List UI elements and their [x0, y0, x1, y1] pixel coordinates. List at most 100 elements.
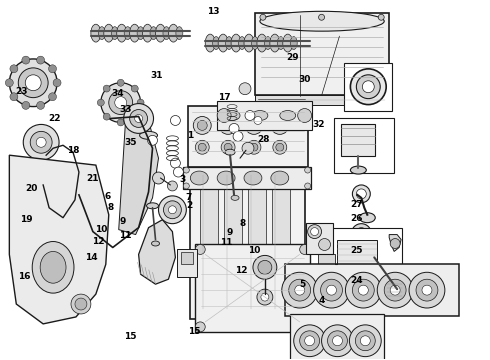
Bar [387, 282, 402, 304]
Text: 5: 5 [299, 280, 306, 289]
Circle shape [131, 113, 138, 120]
Circle shape [22, 102, 30, 109]
Text: 26: 26 [350, 214, 362, 223]
Text: 8: 8 [240, 219, 245, 228]
Text: 1: 1 [187, 131, 194, 140]
Circle shape [384, 279, 406, 301]
Circle shape [321, 325, 353, 357]
Ellipse shape [155, 24, 166, 42]
Text: 12: 12 [235, 266, 247, 275]
Circle shape [409, 272, 445, 308]
Circle shape [221, 140, 235, 154]
Circle shape [196, 322, 205, 332]
Circle shape [198, 143, 206, 151]
Text: 23: 23 [16, 87, 28, 96]
Circle shape [305, 167, 311, 173]
Circle shape [30, 131, 52, 153]
Circle shape [233, 131, 243, 141]
Text: 35: 35 [124, 138, 137, 147]
Ellipse shape [124, 27, 131, 40]
Text: 10: 10 [247, 246, 260, 255]
Circle shape [137, 99, 144, 106]
Text: 27: 27 [350, 200, 363, 209]
Circle shape [10, 65, 18, 73]
Circle shape [183, 183, 189, 189]
Circle shape [300, 244, 310, 255]
Text: 15: 15 [188, 327, 200, 336]
Circle shape [158, 196, 186, 224]
Text: 10: 10 [95, 225, 107, 234]
Text: 24: 24 [350, 276, 363, 285]
Circle shape [294, 285, 305, 295]
Text: 34: 34 [111, 89, 123, 98]
Ellipse shape [104, 24, 114, 42]
Text: 15: 15 [124, 332, 137, 341]
Circle shape [258, 260, 272, 274]
Ellipse shape [117, 24, 127, 42]
Circle shape [242, 142, 254, 154]
Text: 2: 2 [186, 201, 192, 210]
Ellipse shape [190, 171, 208, 185]
Bar [255, 95, 389, 105]
Circle shape [229, 123, 239, 133]
Bar [183, 167, 311, 189]
Circle shape [103, 85, 110, 92]
Circle shape [147, 135, 157, 145]
Circle shape [197, 121, 207, 130]
Circle shape [117, 119, 124, 126]
Text: 11: 11 [220, 238, 233, 247]
Ellipse shape [163, 27, 170, 40]
Circle shape [152, 172, 165, 184]
Ellipse shape [140, 131, 157, 139]
Text: 25: 25 [350, 246, 362, 255]
Circle shape [294, 325, 325, 357]
Bar [338, 239, 377, 267]
Text: 7: 7 [186, 193, 192, 202]
Text: 30: 30 [298, 75, 311, 84]
Ellipse shape [151, 241, 159, 246]
Circle shape [245, 117, 263, 134]
Circle shape [390, 239, 400, 248]
Circle shape [271, 117, 289, 134]
Text: 3: 3 [179, 175, 186, 184]
Circle shape [390, 285, 400, 295]
Ellipse shape [244, 34, 254, 52]
Circle shape [37, 102, 45, 109]
Bar [290, 314, 384, 360]
Ellipse shape [40, 251, 66, 283]
Circle shape [23, 125, 59, 160]
Text: 8: 8 [108, 203, 114, 212]
Circle shape [349, 325, 381, 357]
Circle shape [355, 331, 375, 351]
Circle shape [308, 225, 321, 239]
Circle shape [362, 81, 374, 93]
Bar [188, 105, 308, 167]
Ellipse shape [150, 27, 157, 40]
Bar [248, 173, 266, 311]
Circle shape [345, 272, 381, 308]
Bar [318, 255, 336, 279]
Text: 21: 21 [87, 174, 99, 183]
Circle shape [422, 285, 432, 295]
Ellipse shape [217, 171, 235, 185]
Ellipse shape [225, 149, 235, 155]
Circle shape [356, 75, 380, 99]
Circle shape [320, 279, 343, 301]
Text: 29: 29 [287, 53, 299, 62]
Circle shape [360, 336, 370, 346]
Circle shape [333, 336, 343, 346]
Circle shape [131, 85, 138, 92]
Text: 13: 13 [207, 7, 220, 16]
Ellipse shape [130, 24, 140, 42]
Polygon shape [389, 235, 401, 251]
Circle shape [71, 294, 91, 314]
Circle shape [257, 289, 273, 305]
Circle shape [130, 109, 147, 127]
Circle shape [22, 56, 30, 64]
Ellipse shape [265, 37, 271, 50]
Circle shape [75, 298, 87, 310]
Circle shape [247, 140, 261, 154]
Circle shape [219, 117, 237, 134]
Ellipse shape [224, 111, 240, 121]
Circle shape [115, 96, 127, 109]
